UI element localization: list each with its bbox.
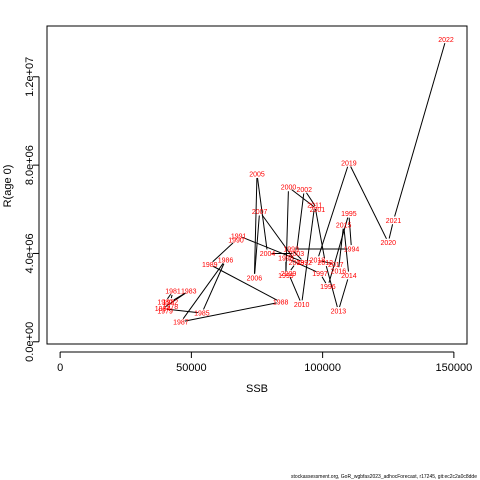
series-segment (338, 228, 344, 268)
series-segment (328, 217, 349, 283)
series-segment (165, 292, 186, 307)
point-label: 2017 (328, 262, 344, 269)
point-label: 2008 (289, 260, 305, 267)
series-segment (348, 217, 352, 246)
series-segment (166, 308, 198, 314)
point-label: 2011 (307, 202, 322, 209)
series-segment (213, 265, 278, 301)
series-segment (321, 276, 327, 284)
x-tick-label: 150000 (436, 362, 473, 374)
x-tick-label: 100000 (304, 362, 341, 374)
point-label: 2018 (310, 258, 326, 265)
point-label: 2009 (281, 271, 297, 278)
x-axis: 0 50000 100000 150000 (57, 351, 473, 374)
point-label: 1985 (194, 311, 210, 318)
point-label: 1989 (202, 262, 218, 269)
series-segment (321, 260, 332, 265)
y-tick-label: 8.0e+06 (24, 145, 36, 185)
point-label: 1980 (157, 300, 173, 307)
series-segment (394, 42, 446, 217)
point-label: 1986 (218, 258, 234, 265)
series-segment (285, 191, 289, 272)
point-label: 2006 (247, 275, 263, 282)
footer-credit: stockassessment.org, GoR_wgbfas2023_adho… (291, 474, 477, 480)
point-label: 1996 (320, 284, 336, 291)
series-segment (296, 193, 305, 250)
point-label: 1981 (165, 289, 181, 296)
point-label: 2015 (336, 222, 352, 229)
x-axis-label: SSB (246, 383, 268, 395)
series-segment (301, 208, 315, 301)
point-label: 1999 (278, 273, 294, 280)
series-segment (339, 279, 349, 308)
series-segment (182, 263, 224, 319)
series-segment (170, 294, 173, 299)
plot-frame (46, 25, 468, 345)
point-label: 1984 (155, 306, 171, 313)
series-segment (261, 214, 295, 260)
series-segment (167, 293, 172, 300)
point-label: 1995 (341, 211, 357, 218)
point-label: 2001 (310, 207, 326, 214)
y-tick-label: 0.0e+00 (24, 322, 36, 362)
point-label: 2022 (438, 37, 454, 44)
y-tick-label: 4.0e+06 (24, 233, 36, 273)
point-label: 2013 (331, 308, 347, 315)
series-segment (293, 251, 302, 260)
point-label: 1992 (296, 260, 312, 267)
point-label: 1982 (163, 300, 179, 307)
point-label: 1979 (157, 308, 173, 315)
series-segment (242, 236, 301, 262)
point-label: 2021 (386, 218, 402, 225)
x-tick-label: 0 (57, 362, 63, 374)
point-label: 2020 (380, 240, 396, 247)
point-label: 1990 (228, 238, 244, 245)
series-segment (343, 228, 349, 272)
series-segment (318, 166, 349, 257)
series-segment (350, 166, 387, 240)
series-segment (388, 224, 394, 239)
point-label: 2004 (260, 251, 276, 258)
point-label: 1983 (181, 289, 197, 296)
series-segment (254, 215, 260, 274)
series-segment (290, 265, 295, 271)
series-segment (325, 266, 338, 308)
y-axis: 0.0e+00 4.0e+06 8.0e+06 1.2e+07 (24, 57, 40, 362)
series-segment (289, 259, 317, 273)
point-label: 1988 (273, 300, 289, 307)
series-segment (257, 177, 268, 250)
series-segment (314, 208, 326, 259)
series-lines (164, 42, 446, 322)
point-label: 1997 (312, 271, 328, 278)
point-label: 2002 (296, 187, 312, 194)
point-label: 1994 (344, 247, 360, 254)
series-segment (184, 302, 277, 322)
point-label: 1991 (231, 233, 247, 240)
y-axis-label: R(age 0) (2, 165, 14, 208)
point-label: 2010 (294, 302, 310, 309)
point-label: 2012 (317, 260, 333, 267)
point-label: 1998 (278, 255, 294, 262)
point-label: 2007 (252, 209, 268, 216)
point-label: 1978 (163, 304, 179, 311)
series-segment (289, 276, 301, 301)
x-tick-label: 50000 (176, 362, 207, 374)
series-segment (212, 242, 234, 263)
point-label: 2000 (281, 185, 297, 192)
point-label: 2005 (249, 171, 265, 178)
point-label: 2019 (341, 160, 357, 167)
series-segment (253, 177, 258, 274)
series-segment (306, 192, 316, 207)
y-tick-label: 1.2e+07 (24, 57, 36, 97)
point-label: 1987 (173, 319, 189, 326)
point-label: 2003 (289, 251, 305, 258)
point-label: 1993 (283, 247, 299, 254)
point-label: 2014 (341, 273, 357, 280)
series-segment (203, 263, 225, 310)
point-label: 2016 (331, 269, 347, 276)
